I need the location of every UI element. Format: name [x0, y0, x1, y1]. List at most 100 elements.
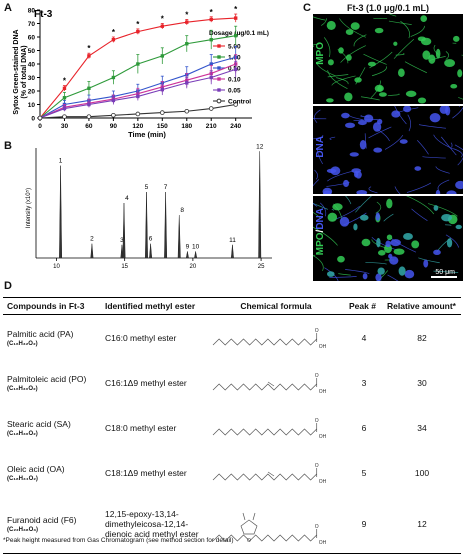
- peak-label: 9: [186, 243, 190, 250]
- x-tick-label: 25: [258, 264, 265, 270]
- x-tick-label: 120: [132, 123, 143, 130]
- data-point: [87, 115, 91, 119]
- x-tick-label: 20: [190, 264, 197, 270]
- cell-blob: [373, 148, 382, 153]
- series-line-1.00: [40, 36, 236, 118]
- data-point: [111, 113, 115, 117]
- peak-cell: 6: [345, 405, 383, 450]
- y-tick-label: 20: [28, 89, 36, 96]
- x-tick-label: 0: [38, 123, 42, 130]
- cell-blob: [414, 166, 421, 171]
- micrograph-mpo: MPO: [313, 14, 463, 104]
- data-point: [209, 107, 213, 111]
- y-tick-label: 0: [31, 116, 35, 123]
- peak-cell: 3: [345, 360, 383, 405]
- col-header-amount: Relative amount*: [383, 298, 461, 315]
- cell-blob: [337, 256, 345, 263]
- cell-blob: [456, 225, 462, 229]
- data-point: [112, 99, 115, 102]
- y-axis-label: Sytox Green-stained DNA (% of total DNA): [13, 29, 28, 114]
- cell-blob: [418, 36, 426, 41]
- peak-7: [164, 192, 166, 258]
- cell-blob: [422, 50, 430, 59]
- cell-blob: [434, 205, 439, 211]
- legend-marker: [217, 66, 220, 69]
- legend-marker: [217, 77, 220, 80]
- cell-blob: [344, 92, 352, 101]
- significance-star: *: [234, 5, 238, 14]
- data-point: [87, 103, 90, 106]
- compound-cell: Stearic acid (SA)(C₁₈H₃₆O₂): [3, 405, 101, 450]
- cell-blob: [346, 29, 354, 35]
- carbonyl-oxygen-label: O: [315, 524, 319, 530]
- legend-label: 0.05: [228, 87, 241, 94]
- legend-title: Dosage (μg/0.1 mL): [209, 30, 269, 37]
- data-point: [112, 76, 115, 79]
- cell-blob: [328, 213, 338, 222]
- compound-cell: Palmitic acid (PA)(C₁₆H₃₂O₂): [3, 315, 101, 361]
- table-footnote: *Peak height measured from Gas Chromatog…: [3, 537, 234, 544]
- data-point: [185, 109, 189, 113]
- peak-6: [149, 244, 151, 258]
- data-point: [136, 112, 140, 116]
- cell-blob: [379, 92, 387, 97]
- col-header-ester: Identified methyl ester: [101, 298, 207, 315]
- chromatogram-y-label: Intensity (x10⁵): [25, 188, 32, 228]
- cell-blob: [453, 36, 459, 42]
- x-tick-label: 150: [157, 123, 168, 130]
- data-point: [234, 16, 237, 19]
- cell-blob: [411, 240, 419, 248]
- chemical-structure-icon: OOH: [211, 326, 341, 348]
- carbonyl-oxygen-label: O: [315, 463, 319, 469]
- legend-marker: [217, 55, 220, 58]
- peak-12: [259, 151, 261, 258]
- y-tick-label: 30: [28, 75, 36, 82]
- cell-blob: [405, 270, 415, 278]
- cell-blob: [377, 267, 384, 274]
- data-point: [185, 20, 188, 23]
- carbon-chain: [213, 429, 317, 435]
- cell-blob: [447, 238, 452, 247]
- legend-marker: [217, 44, 220, 47]
- compound-name: Furanoid acid (F6): [7, 515, 76, 525]
- cell-blob: [364, 114, 373, 122]
- x-tick-label: 10: [53, 264, 60, 270]
- line-chart-panel-a: Ft-3 Sytox Green-stained DNA (% of total…: [0, 0, 300, 140]
- data-point: [234, 68, 237, 71]
- cell-blob: [375, 85, 384, 92]
- cell-blob: [376, 212, 380, 220]
- cell-blob: [326, 98, 334, 102]
- ester-cell: C18:0 methyl ester: [101, 405, 207, 450]
- x-tick-label: 60: [85, 123, 93, 130]
- peak-label: 11: [229, 237, 236, 244]
- micrograph-label-mpo: MPO: [315, 42, 326, 65]
- svg-text:Sytox Green-stained DNA: Sytox Green-stained DNA: [13, 29, 20, 114]
- carbon-chain: [213, 339, 317, 345]
- cell-blob: [327, 169, 337, 173]
- cell-blob: [363, 273, 368, 279]
- cell-blob: [327, 21, 336, 30]
- cell-blob: [378, 250, 386, 256]
- cell-blob: [398, 68, 405, 77]
- ester-cell: C16:0 methyl ester: [101, 315, 207, 361]
- carbonyl-oxygen-label: O: [315, 373, 319, 379]
- ester-cell: 12,15-epoxy-13,14-dimethyleicosa-12,14-d…: [101, 495, 207, 554]
- col-header-compound: Compounds in Ft-3: [3, 298, 101, 315]
- cell-blob: [399, 266, 406, 275]
- compound-formula: (C₂₂H₃₈O₃): [7, 527, 97, 533]
- cell-blob: [387, 234, 392, 240]
- data-point: [161, 54, 164, 57]
- legend-label: 0.10: [228, 76, 241, 83]
- cell-blob: [444, 59, 455, 67]
- micrograph-merge: MPO/DNA 50 μm: [313, 196, 463, 281]
- peak-label: 10: [192, 243, 200, 250]
- peak-2: [91, 244, 93, 258]
- compound-name: Stearic acid (SA): [7, 419, 71, 429]
- carbon-chain: [213, 474, 317, 480]
- micrograph-background: [313, 14, 463, 104]
- y-tick-label: 40: [28, 62, 36, 69]
